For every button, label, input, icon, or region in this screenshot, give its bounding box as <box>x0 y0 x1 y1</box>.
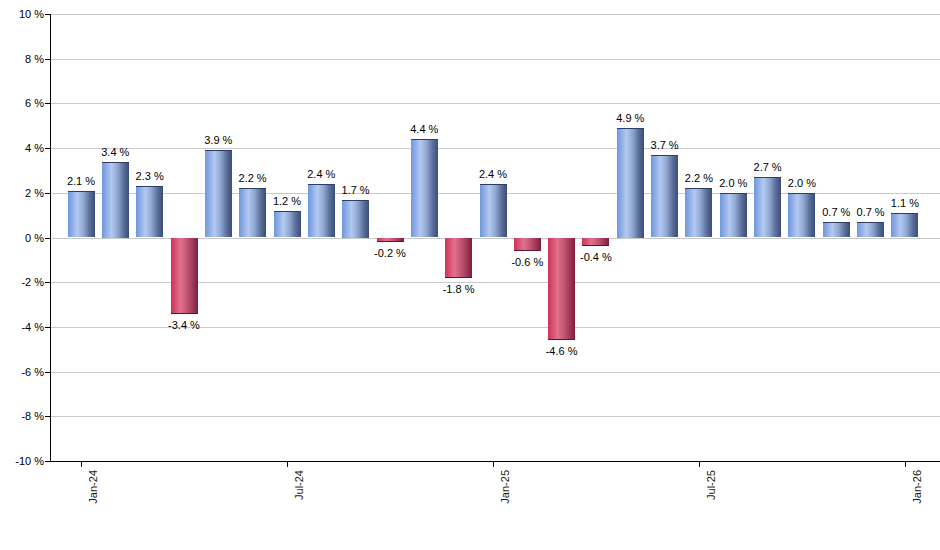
y-axis-label-6: 6 % <box>0 96 44 110</box>
y-axis-label-8: 8 % <box>0 52 44 66</box>
bar-value-Apr-24: -3.4 % <box>154 318 214 332</box>
x-tick-Jan-24 <box>81 462 82 467</box>
x-axis-line <box>50 461 940 462</box>
gridline--6 <box>51 372 940 373</box>
gridline-8 <box>51 59 940 60</box>
x-axis-label-Jan-25: Jan-25 <box>499 470 512 504</box>
bar-Dec-25 <box>857 222 884 238</box>
y-tick-4 <box>45 148 50 149</box>
y-tick--6 <box>45 372 50 373</box>
bar-Dec-24 <box>445 238 472 278</box>
bar-value-Apr-25: -0.4 % <box>566 250 626 264</box>
bar-value-Jun-25: 3.7 % <box>635 138 695 152</box>
monthly-returns-bar-chart: 2.1 %3.4 %2.3 %-3.4 %3.9 %2.2 %1.2 %2.4 … <box>0 0 940 550</box>
x-tick-Jul-25 <box>699 462 700 467</box>
bar-value-Jan-25: 2.4 % <box>463 167 523 181</box>
bar-value-Feb-24: 3.4 % <box>85 145 145 159</box>
bar-value-May-25: 4.9 % <box>600 111 660 125</box>
bar-value-Oct-25: 2.0 % <box>772 176 832 190</box>
y-tick--8 <box>45 416 50 417</box>
y-axis-label-4: 4 % <box>0 141 44 155</box>
bar-Jan-25 <box>480 184 507 238</box>
y-tick--10 <box>45 461 50 462</box>
y-axis-label--6: -6 % <box>0 365 44 379</box>
y-tick-10 <box>45 14 50 15</box>
x-axis-label-Jul-24: Jul-24 <box>293 470 306 500</box>
bar-Jan-26 <box>891 213 918 238</box>
bar-value-Aug-24: 2.4 % <box>291 167 351 181</box>
y-axis-label--10: -10 % <box>0 454 44 468</box>
bar-value-Mar-25: -4.6 % <box>532 344 592 358</box>
bar-May-24 <box>205 150 232 237</box>
y-axis-label--4: -4 % <box>0 320 44 334</box>
x-tick-Jul-24 <box>287 462 288 467</box>
bar-value-Jun-24: 2.2 % <box>223 171 283 185</box>
bar-value-Sep-24: 1.7 % <box>326 183 386 197</box>
bar-Jan-24 <box>68 191 95 238</box>
bar-Feb-25 <box>514 238 541 251</box>
bar-Oct-24 <box>377 238 404 243</box>
bar-Jul-25 <box>685 188 712 237</box>
gridline-4 <box>51 148 940 149</box>
x-axis-label-Jan-24: Jan-24 <box>87 470 100 504</box>
bar-Apr-25 <box>582 238 609 247</box>
x-tick-Jan-25 <box>493 462 494 467</box>
bar-value-Sep-25: 2.7 % <box>738 160 798 174</box>
bar-Nov-25 <box>823 222 850 238</box>
bar-Nov-24 <box>411 139 438 237</box>
y-axis-label-10: 10 % <box>0 7 44 21</box>
bar-Jun-25 <box>651 155 678 238</box>
y-axis-line <box>50 14 51 462</box>
gridline-6 <box>51 103 940 104</box>
bar-value-Dec-24: -1.8 % <box>429 282 489 296</box>
x-tick-Jan-26 <box>905 462 906 467</box>
bar-Aug-25 <box>720 193 747 238</box>
gridline-10 <box>51 14 940 15</box>
bar-Apr-24 <box>171 238 198 314</box>
y-axis-label--2: -2 % <box>0 275 44 289</box>
y-axis-label-0: 0 % <box>0 231 44 245</box>
bar-value-Jan-26: 1.1 % <box>875 196 935 210</box>
gridline--8 <box>51 416 940 417</box>
bar-value-Oct-24: -0.2 % <box>360 246 420 260</box>
y-tick-6 <box>45 103 50 104</box>
bar-Jul-24 <box>274 211 301 238</box>
bar-Sep-24 <box>342 200 369 238</box>
y-tick-0 <box>45 238 50 239</box>
y-axis-label-2: 2 % <box>0 186 44 200</box>
bar-value-Mar-24: 2.3 % <box>120 169 180 183</box>
y-tick--2 <box>45 282 50 283</box>
y-tick--4 <box>45 327 50 328</box>
y-tick-2 <box>45 193 50 194</box>
bar-value-Nov-24: 4.4 % <box>394 122 454 136</box>
bar-Mar-24 <box>136 186 163 237</box>
y-tick-8 <box>45 59 50 60</box>
x-axis-label-Jan-26: Jan-26 <box>911 470 924 504</box>
x-axis-label-Jul-25: Jul-25 <box>705 470 718 500</box>
y-axis-label--8: -8 % <box>0 409 44 423</box>
bar-value-May-24: 3.9 % <box>188 133 248 147</box>
